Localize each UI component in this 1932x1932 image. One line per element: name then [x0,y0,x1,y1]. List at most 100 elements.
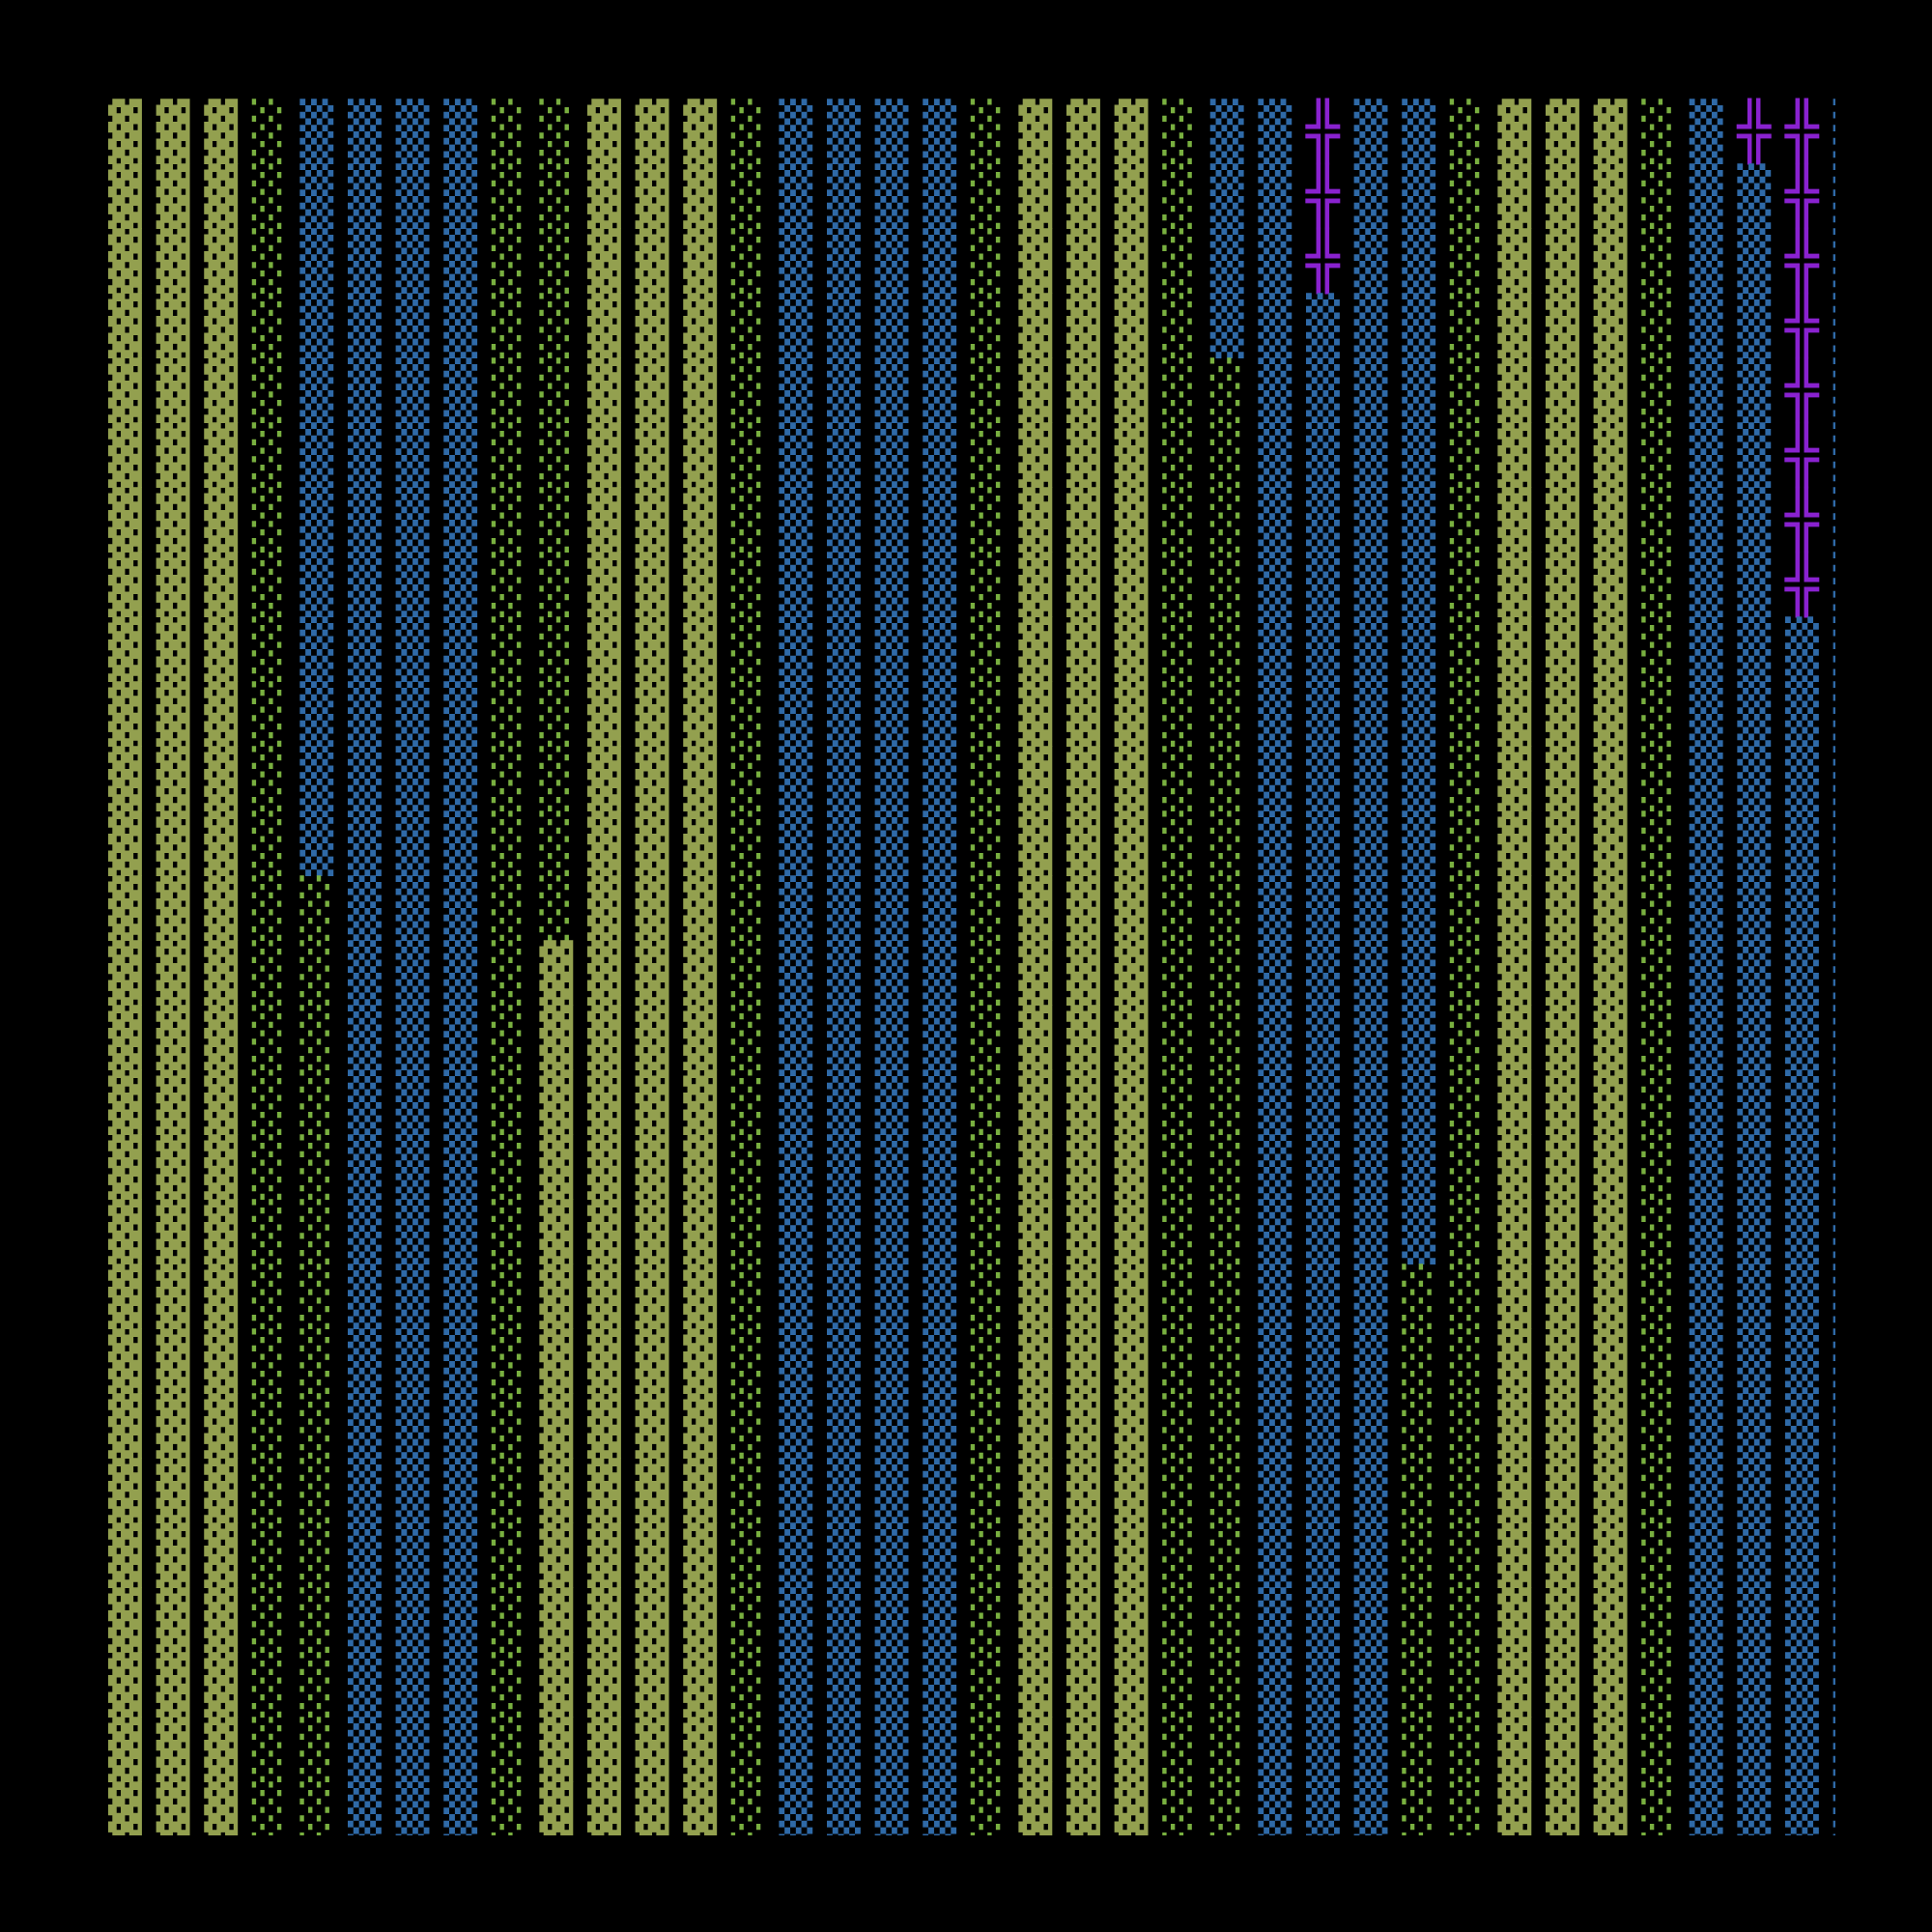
tile: ▒ [1785,681,1819,747]
tile-row: ▓▓▓░░▒▒▒░▓▓▓▓░▒▒▒▒░▓▓▓░░▒▒▒░░▓▓▓░▒▒▒▒ [108,1781,1867,1847]
tile: ▒ [827,163,861,229]
tile: ▓ [636,1328,669,1394]
tile: ▒ [875,1458,909,1523]
tile: ░ [1641,681,1675,747]
tile: ▒ [875,1717,909,1782]
tile: ▒ [1690,1069,1723,1135]
tile: ▒ [348,681,382,747]
tile: ░ [731,1781,765,1847]
tile: ░ [1210,616,1244,682]
tile: ▓ [156,746,190,811]
tile: ▓ [204,228,238,294]
tile: ▓ [108,1134,142,1200]
tile: ▓ [1018,1458,1052,1523]
tile: ▓ [683,1393,717,1459]
tile-row: ▓▓▓░░▒▒▒░▓▓▓▓░▒▒▒▒░▓▓▓░░▒▒▒░░▓▓▓░▒▒▒▒ [108,1328,1867,1394]
tile: ▓ [683,1522,717,1588]
tile: ▒ [1258,1652,1292,1718]
tile: ▒ [779,163,812,229]
tile: ▓ [539,1717,573,1782]
tile: ▓ [1115,616,1149,682]
tile: ▒ [443,1328,477,1394]
tile: ▓ [1115,552,1149,617]
tile: ▒ [827,810,861,876]
tile: ▓ [636,1522,669,1588]
tile: ▓ [1546,293,1579,358]
tile: ▓ [1018,357,1052,423]
tile: ░ [971,1134,1005,1200]
tile: ▓ [683,810,717,876]
tile-map: ▓▓▓░▒▒▒▒░░▓▓▓░▒▒▒▒░▓▓▓░▒▒╬▒▒░▓▓▓░▒╬╬▒▓▓▓… [108,98,1867,1847]
tile: ▓ [587,422,621,488]
tile: ░ [1210,1005,1244,1070]
tile: ░ [1450,1522,1484,1588]
tile-row: ▓▓▓░▒▒▒▒░░▓▓▓░▒▒▒▒░▓▓▓░░▒▒▒▒░▓▓▓░▒▒╬▒ [108,356,1867,424]
tile: ▒ [1690,1458,1723,1523]
tile: ░ [1162,616,1196,682]
tile: ▒ [779,422,812,488]
tile: ▓ [1594,487,1628,553]
tile: ▒ [923,1134,956,1200]
tile: ▓ [1018,1264,1052,1329]
tile: ▓ [156,99,190,164]
tile: ▓ [683,99,717,164]
tile: ░ [731,422,765,488]
tile: ▒ [299,99,333,164]
tile: ▓ [1018,1134,1052,1200]
tile: ▒ [396,1717,430,1782]
tile: ▒ [923,1199,956,1264]
tile: ▒ [299,746,333,811]
tile: ░ [1402,1264,1435,1329]
tile: ▒ [779,1069,812,1135]
tile: ▓ [1497,1717,1531,1782]
tile: ▒ [779,228,812,294]
tile: ▒ [875,746,909,811]
tile: ▒ [1258,681,1292,747]
tile: ▓ [587,1264,621,1329]
tile: ▒ [396,875,430,941]
tile: ▓ [1546,1328,1579,1394]
tile: ░ [1450,875,1484,941]
tile: ▒ [923,293,956,358]
tile: ░ [1210,1717,1244,1782]
tile: ░ [971,552,1005,617]
tile: ▒ [396,1264,430,1329]
tile: ░ [1450,1393,1484,1459]
tile: ░ [539,746,573,811]
tile: ▒ [1737,487,1771,553]
tile: ▒ [1737,552,1771,617]
tile: ░ [1162,357,1196,423]
tile: ▒ [299,487,333,553]
tile: ▒ [779,681,812,747]
tile: ▒ [1833,552,1867,617]
tile-row: ▓▓▓░▒▒▒▒░░▓▓▓░▒▒▒▒░▓▓▓░▒▒╬▒▒░▓▓▓░▒╬╬▒ [108,98,1867,165]
tile: ▒ [1354,746,1388,811]
tile: ▒ [1258,1458,1292,1523]
tile: ▒ [1306,616,1340,682]
tile: ░ [1210,1199,1244,1264]
tile: ▒ [827,940,861,1006]
tile: ▒ [1354,1393,1388,1459]
tile: ▓ [108,1199,142,1264]
tile: ▒ [396,1328,430,1394]
tile: ▒ [1737,1328,1771,1394]
tile: ░ [731,1264,765,1329]
tile: ░ [1210,422,1244,488]
tile: ░ [252,552,286,617]
tile: ▓ [108,293,142,358]
tile: ░ [299,1264,333,1329]
tile: ▓ [156,1587,190,1653]
tile: ▒ [1785,1328,1819,1394]
tile: ▓ [636,1458,669,1523]
tile: ▓ [1018,681,1052,747]
tile: ▓ [683,616,717,682]
tile: ▓ [587,1199,621,1264]
tile: ░ [492,940,526,1006]
tile: ░ [492,487,526,553]
tile: ▒ [827,1587,861,1653]
tile: ▓ [156,1264,190,1329]
tile: ▓ [1546,616,1579,682]
tile-row: ▓▓▓░░▒▒▒░▓▓▓▓░▒▒▒▒░▓▓▓░░▒▒▒░░▓▓▓░▒▒▒▒ [108,1393,1867,1459]
tile: ░ [1162,1522,1196,1588]
tile: ░ [971,1652,1005,1718]
